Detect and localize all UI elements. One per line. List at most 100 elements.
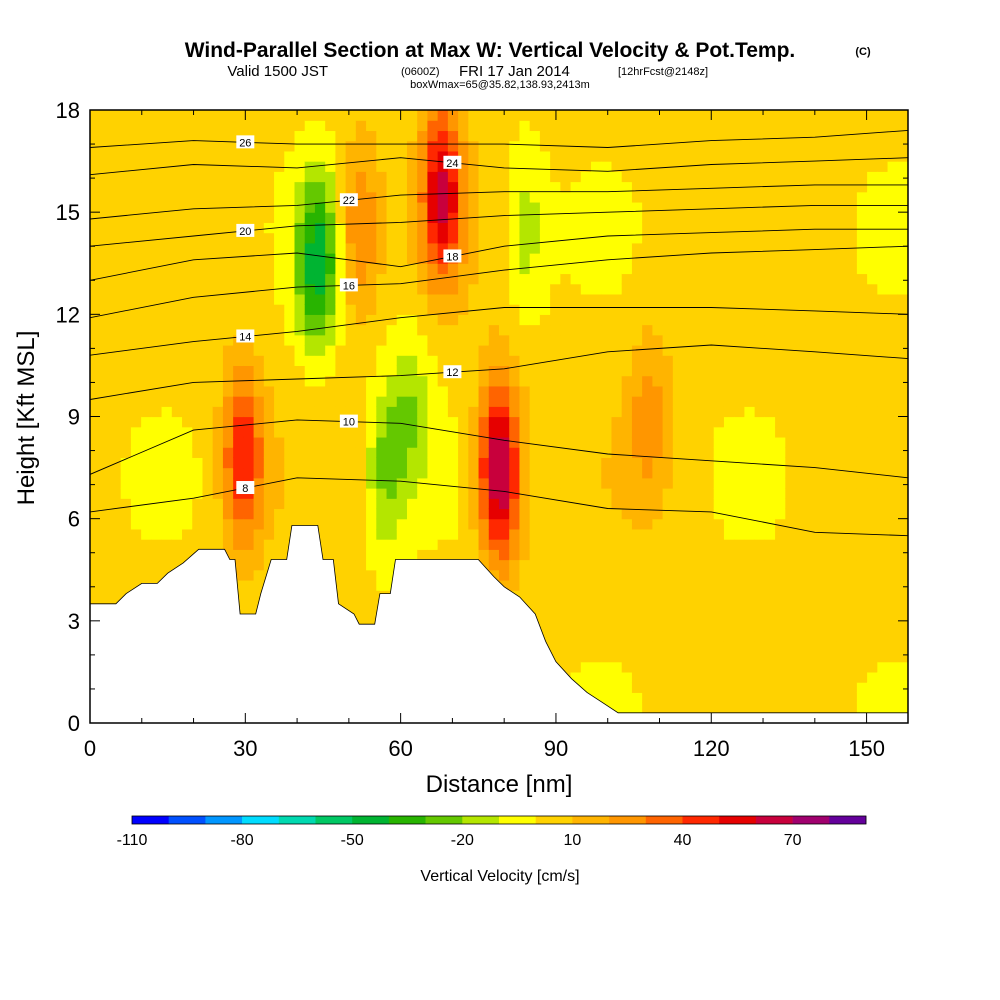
- field-cell: [130, 477, 142, 489]
- field-cell: [754, 498, 766, 510]
- field-cell: [703, 671, 715, 683]
- field-cell: [539, 498, 551, 510]
- field-cell: [376, 171, 388, 183]
- field-cell: [693, 528, 705, 540]
- field-cell: [130, 273, 142, 285]
- field-cell: [826, 314, 838, 326]
- field-cell: [100, 590, 112, 601]
- field-cell: [703, 273, 715, 285]
- field-cell: [662, 518, 674, 530]
- field-cell: [304, 416, 316, 428]
- field-cell: [795, 201, 807, 213]
- field-cell: [284, 467, 296, 479]
- field-cell: [631, 253, 643, 264]
- field-cell: [785, 447, 797, 458]
- field-cell: [887, 682, 899, 693]
- field-cell: [887, 212, 899, 223]
- field-cell: [805, 426, 817, 438]
- field-cell: [754, 355, 766, 367]
- field-cell: [90, 396, 101, 407]
- field-cell: [294, 161, 306, 172]
- field-cell: [304, 314, 316, 326]
- field-cell: [417, 396, 429, 407]
- field-cell: [826, 406, 838, 418]
- field-cell: [406, 191, 418, 203]
- field-cell: [815, 590, 827, 601]
- field-cell: [141, 253, 152, 264]
- field-cell: [805, 498, 817, 510]
- field-cell: [662, 631, 674, 642]
- field-cell: [805, 671, 817, 683]
- field-cell: [805, 344, 817, 356]
- field-cell: [406, 140, 418, 152]
- field-cell: [815, 150, 827, 162]
- field-cell: [642, 457, 653, 469]
- theta-label-12: 12: [446, 367, 458, 379]
- field-cell: [447, 334, 459, 346]
- field-cell: [631, 436, 643, 448]
- field-cell: [161, 385, 173, 397]
- field-cell: [591, 671, 602, 683]
- field-cell: [601, 610, 613, 622]
- field-cell: [775, 344, 786, 356]
- field-cell: [754, 447, 766, 458]
- field-cell: [499, 528, 510, 540]
- field-cell: [488, 477, 500, 489]
- field-cell: [427, 263, 439, 275]
- field-cell: [427, 447, 439, 458]
- field-cell: [509, 365, 521, 377]
- field-cell: [662, 569, 674, 581]
- field-cell: [151, 273, 163, 285]
- field-cell: [550, 344, 561, 356]
- field-cell: [785, 355, 797, 367]
- field-cell: [100, 569, 112, 581]
- field-cell: [897, 641, 908, 653]
- field-cell: [263, 334, 275, 346]
- field-cell: [560, 385, 572, 397]
- field-cell: [499, 334, 510, 346]
- field-cell: [345, 518, 357, 530]
- field-cell: [734, 416, 746, 428]
- field-cell: [672, 110, 684, 121]
- field-cell: [488, 539, 500, 550]
- field-cell: [723, 692, 735, 704]
- field-cell: [233, 569, 244, 581]
- field-cell: [611, 365, 623, 377]
- field-cell: [591, 171, 602, 183]
- field-cell: [263, 355, 275, 367]
- field-cell: [499, 416, 510, 428]
- field-cell: [90, 436, 101, 448]
- field-cell: [274, 314, 285, 326]
- field-cell: [785, 120, 797, 132]
- field-cell: [785, 110, 797, 121]
- field-cell: [90, 212, 101, 223]
- field-cell: [130, 242, 142, 254]
- field-cell: [499, 232, 510, 244]
- field-cell: [652, 559, 664, 571]
- field-cell: [785, 631, 797, 642]
- field-cell: [366, 436, 377, 448]
- field-cell: [867, 416, 878, 428]
- field-cell: [856, 498, 868, 510]
- field-cell: [110, 242, 122, 254]
- field-cell: [601, 661, 613, 673]
- field-cell: [263, 232, 275, 244]
- field-cell: [263, 222, 275, 234]
- field-cell: [836, 467, 848, 479]
- field-cell: [642, 324, 653, 336]
- field-cell: [856, 426, 868, 438]
- field-cell: [458, 416, 469, 428]
- field-cell: [683, 600, 694, 612]
- field-cell: [376, 457, 388, 469]
- field-cell: [815, 161, 827, 172]
- field-cell: [867, 314, 878, 326]
- field-cell: [325, 488, 336, 499]
- field-cell: [713, 426, 725, 438]
- field-cell: [458, 222, 469, 234]
- field-cell: [764, 181, 776, 193]
- field-cell: [815, 426, 827, 438]
- field-cell: [734, 661, 746, 673]
- field-cell: [754, 396, 766, 407]
- field-cell: [386, 263, 398, 275]
- field-cell: [611, 631, 623, 642]
